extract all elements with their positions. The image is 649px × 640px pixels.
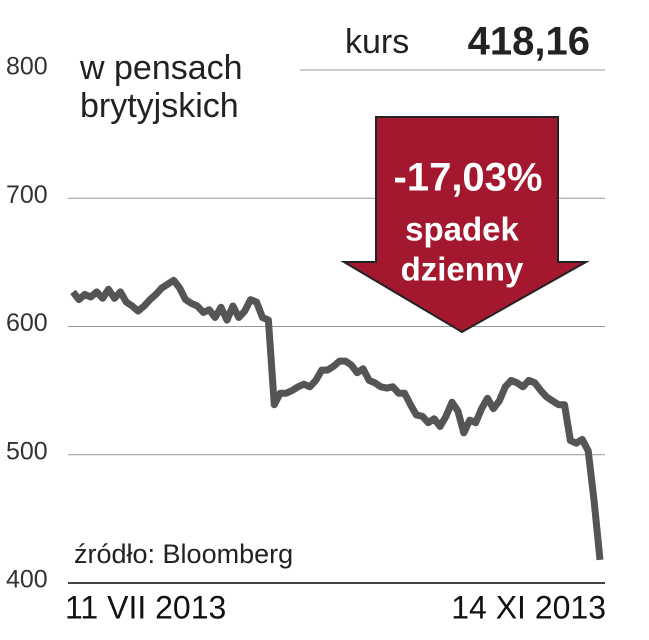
x-tick-label: 14 XI 2013 <box>451 589 606 625</box>
price-label: kurs <box>345 23 409 61</box>
y-tick-label: 800 <box>6 53 48 81</box>
change: -17,03% <box>394 156 543 200</box>
x-tick-label: 11 VII 2013 <box>65 589 226 625</box>
change-note: dzienny <box>401 251 524 288</box>
price-line <box>70 276 604 561</box>
change-note: spadek <box>405 211 519 248</box>
price: 418,16 <box>468 20 590 64</box>
source: źródło: Bloomberg <box>74 539 293 569</box>
y-tick-label: 700 <box>6 181 48 209</box>
subtitle: brytyjskich <box>80 87 239 125</box>
y-tick-label: 600 <box>6 309 48 337</box>
y-tick-label: 400 <box>6 566 48 594</box>
arrow <box>340 116 590 334</box>
subtitle: w pensach <box>79 49 243 87</box>
y-tick-label: 500 <box>6 437 48 465</box>
